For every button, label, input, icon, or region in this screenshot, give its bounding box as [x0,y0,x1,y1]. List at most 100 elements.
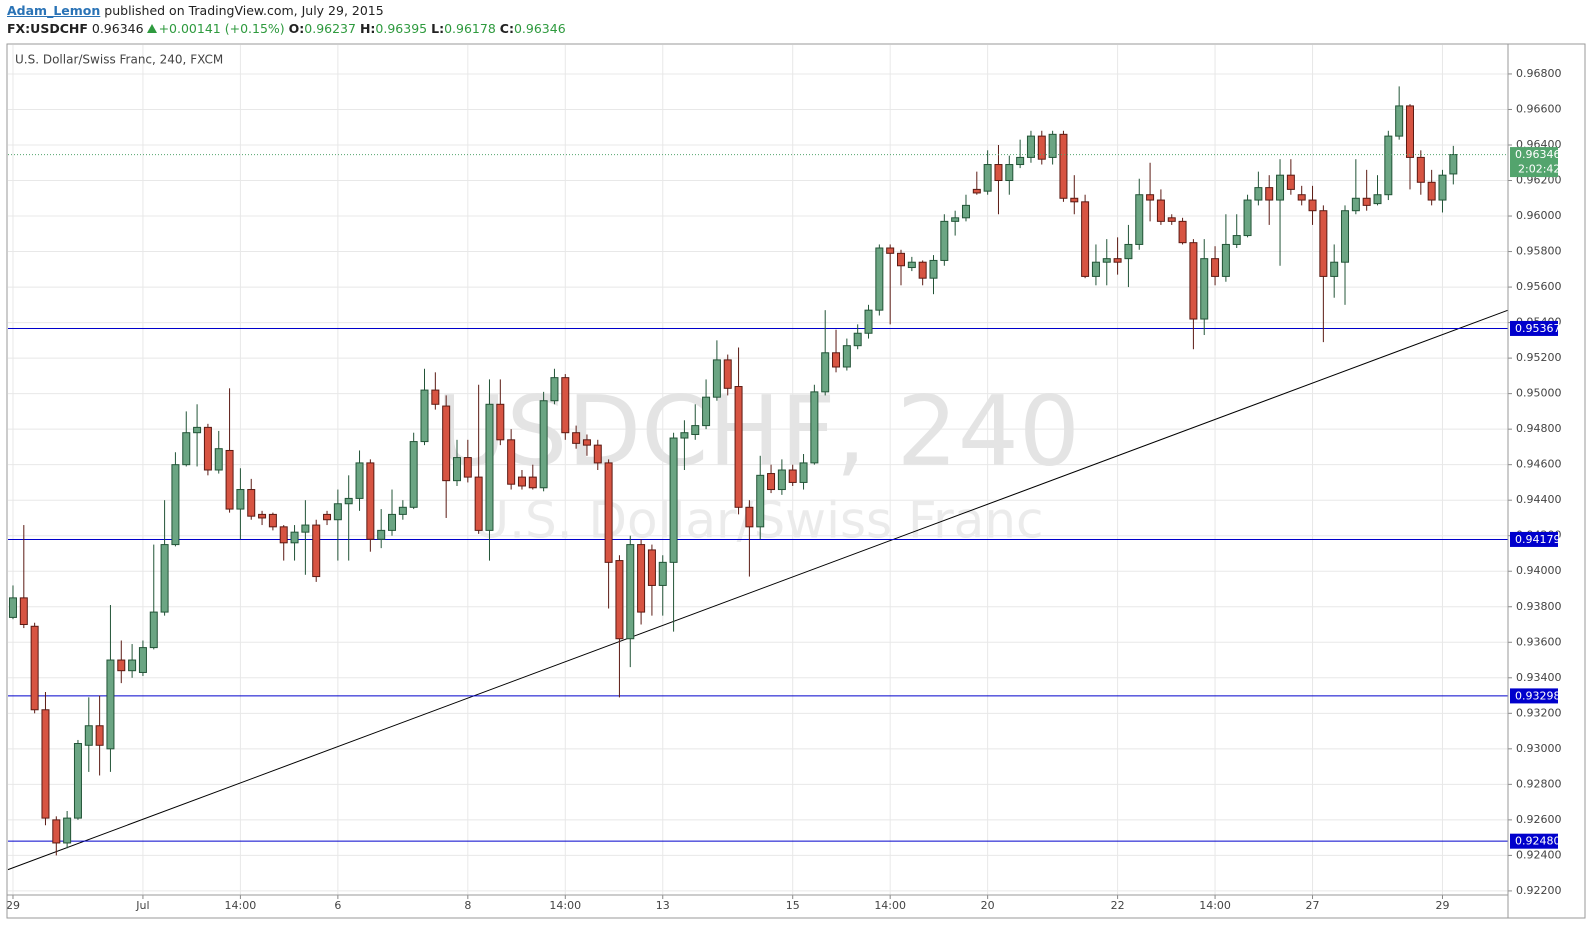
candle-body [756,474,765,528]
x-tick-label: 8 [464,899,471,912]
candle-body [1427,181,1436,201]
candle-body [1243,199,1252,237]
candle-body [1232,235,1241,245]
candle-body [333,503,342,521]
level-label-box [1510,833,1558,849]
x-tick-label: 27 [1306,899,1320,912]
level-label-box [1510,688,1558,704]
candle-body [994,164,1003,182]
y-tick-label: 0.95600 [1516,280,1562,293]
candle-body [832,352,841,368]
candle-body [1005,164,1014,182]
y-tick-label: 0.92400 [1516,848,1562,861]
low-label: L: [431,21,445,36]
x-tick-label: 6 [334,899,341,912]
candle-body [1178,220,1187,244]
published-text: published on TradingView.com, July 29, 2… [104,3,384,18]
candle-body [1265,187,1274,201]
candle-body [1059,133,1068,199]
chart-frame [6,43,1586,919]
level-label-box [1510,320,1558,336]
symbol: FX:USDCHF [7,21,88,36]
candle-body [875,247,884,311]
candle-body [821,352,830,393]
countdown: 2:02:42 [1518,163,1560,176]
candle-body [344,497,353,505]
x-tick-label: 14:00 [1199,899,1231,912]
candle-body [680,432,689,439]
y-tick-label: 0.92800 [1516,777,1562,790]
y-tick-label: 0.93200 [1516,706,1562,719]
candle-body [582,439,591,446]
candle-body [138,647,147,673]
y-tick-label: 0.95800 [1516,245,1562,258]
candle-body [1351,197,1360,212]
candle-body [561,377,570,434]
candle-body [1341,210,1350,263]
author-link[interactable]: Adam_Lemon [7,3,101,18]
x-tick-label: 14:00 [549,899,581,912]
candle-body [431,389,440,405]
y-tick-label: 0.94400 [1516,493,1562,506]
candle-body [268,513,277,528]
candle-body [171,464,180,546]
candle-body [1037,135,1046,160]
candle-body [312,524,321,578]
candle-body [1330,261,1339,277]
candle-body [1081,201,1090,277]
x-tick-label: Jul [135,899,149,912]
candle-body [30,625,39,711]
candle-body [236,489,245,510]
candle-body [258,513,267,519]
x-tick-label: 20 [981,899,995,912]
candle-body [907,261,916,269]
candle-body [951,217,960,222]
candle-body [301,524,310,533]
candle-body [1416,156,1425,183]
candle-body [1167,217,1176,222]
candle-body [1405,105,1414,158]
y-tick-label: 0.94000 [1516,564,1562,577]
candle-body [799,462,808,483]
candle-body [1200,258,1209,320]
candle-body [1384,135,1393,196]
candle-body [1016,156,1025,166]
candle-body [897,252,906,267]
candle-body [767,473,776,491]
x-tick-label: 29 [6,899,20,912]
candle-body [886,247,895,254]
candle-body [95,725,104,746]
candle-body [117,659,126,672]
candle-body [41,709,50,819]
candle-body [810,391,819,464]
candle-body [1070,197,1079,203]
candle-body [19,597,28,626]
candle-body [842,345,851,368]
candle-body [225,449,234,510]
last-price: 0.96346 [91,21,144,36]
candle-body [593,444,602,464]
candle-body [507,439,516,485]
x-tick-label: 13 [656,899,670,912]
candle-body [528,476,537,489]
candle-body [73,743,82,819]
candle-body [323,513,332,521]
candle-body [788,469,797,483]
y-tick-label: 0.95000 [1516,387,1562,400]
candle-body [1438,174,1447,201]
candle-body [63,817,72,844]
candle-body [290,531,299,544]
level-label: 0.93298 [1515,689,1561,702]
candle-body [1156,199,1165,222]
candle-body [1254,187,1263,201]
candle-body [745,506,754,528]
candle-body [517,476,526,487]
trend-line [7,309,1509,871]
candle-body [106,659,115,750]
x-tick-label: 29 [1435,899,1449,912]
y-tick-label: 0.96000 [1516,209,1562,222]
candle-body [160,544,169,613]
candle-body [214,448,223,471]
candle-body [853,332,862,347]
open-value: 0.96237 [304,21,356,36]
